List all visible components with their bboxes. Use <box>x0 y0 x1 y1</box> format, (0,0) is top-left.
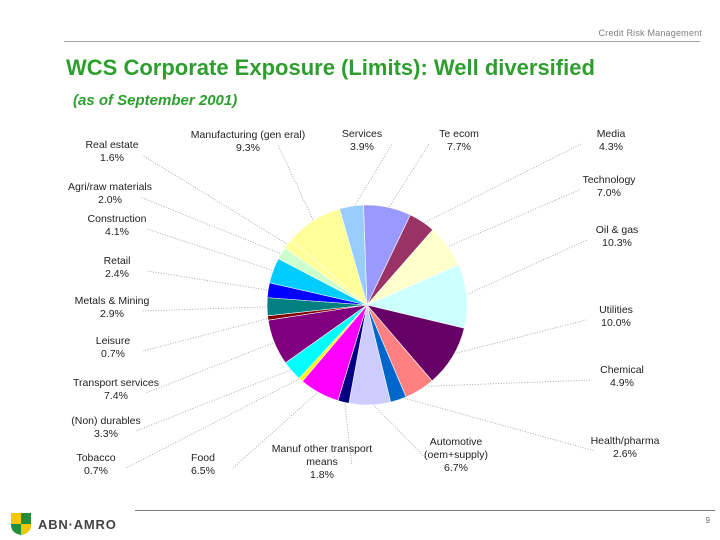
slice-name-line: Automotive <box>430 436 483 448</box>
slice-label-automotive-oem-supply: Automotive (oem+supply) 6.7% <box>424 436 488 474</box>
shield-icon <box>11 513 31 535</box>
slice-label-non-durables: (Non) durables 3.3% <box>71 415 140 440</box>
leader-line-leisure <box>142 317 272 352</box>
slice-label-oil-gas: Oil & gas 10.3% <box>596 224 639 249</box>
slice-label-food: Food 6.5% <box>191 452 215 477</box>
leader-line-tobacco <box>125 376 304 469</box>
leader-line-chemical <box>417 379 593 387</box>
slice-label-manuf-other-transport-means: Manuf other transport means 1.8% <box>272 443 372 481</box>
slice-percent: 2.4% <box>105 268 129 280</box>
slice-percent: 7.7% <box>447 141 471 153</box>
slice-label-health-pharma: Health/pharma 2.6% <box>591 435 660 460</box>
slice-percent: 6.5% <box>191 465 215 477</box>
slice-percent: 2.0% <box>98 194 122 206</box>
leader-line-media <box>419 143 582 226</box>
leader-line-agri-raw-materials <box>139 196 286 256</box>
company-logo: ABN·AMRO <box>10 512 140 536</box>
slice-percent: 10.0% <box>601 317 631 329</box>
slice-percent: 4.1% <box>105 226 129 238</box>
slice-name-line: Health/pharma <box>591 435 660 447</box>
leader-line-transport-services <box>145 340 279 394</box>
slice-percent: 4.3% <box>599 141 623 153</box>
leader-line-technology <box>444 189 580 249</box>
header-rule <box>64 41 700 42</box>
slice-percent: 1.8% <box>310 469 334 481</box>
leader-line-health-pharma <box>397 395 596 452</box>
slice-name-line: Chemical <box>600 364 644 376</box>
slice-name-line: (Non) durables <box>71 415 140 427</box>
slice-percent: 9.3% <box>236 142 260 154</box>
leader-line-manufacturing-general <box>277 144 316 225</box>
slice-name-line: Agri/raw materials <box>68 181 152 193</box>
slice-name-line: Metals & Mining <box>75 295 150 307</box>
slice-name-line: Food <box>191 452 215 464</box>
page-number: 9 <box>705 516 710 525</box>
leader-line-non-durables <box>135 367 295 432</box>
slice-label-media: Media 4.3% <box>597 128 626 153</box>
slice-name-line: Retail <box>104 255 131 267</box>
slice-label-real-estate: Real estate 1.6% <box>85 139 138 164</box>
slice-percent: 3.9% <box>350 141 374 153</box>
slice-label-metals-mining: Metals & Mining 2.9% <box>75 295 150 320</box>
logo-text: ABN·AMRO <box>38 516 117 532</box>
slice-percent: 7.4% <box>104 390 128 402</box>
slice-label-technology: Technology 7.0% <box>582 174 636 199</box>
slice-label-tobacco: Tobacco 0.7% <box>76 452 115 477</box>
slice-label-retail: Retail 2.4% <box>104 255 131 280</box>
footer-rule <box>135 510 715 511</box>
page-title: WCS Corporate Exposure (Limits): Well di… <box>66 55 595 80</box>
slice-label-transport-services: Transport services 7.4% <box>73 377 159 402</box>
slice-percent: 2.9% <box>100 308 124 320</box>
slice-percent: 0.7% <box>101 348 125 360</box>
slice-name-line: Technology <box>582 174 636 186</box>
slice-percent: 1.6% <box>100 152 124 164</box>
slice-name-line: Services <box>342 128 382 140</box>
leader-lines <box>125 143 596 469</box>
leader-line-real-estate <box>141 154 292 247</box>
leader-line-telecom <box>386 143 430 212</box>
slice-percent: 10.3% <box>602 237 632 249</box>
slice-name-line: Tobacco <box>76 452 115 464</box>
leader-line-services <box>351 143 393 211</box>
slice-label-manufacturing-general: Manufacturing (gen eral) 9.3% <box>191 129 305 154</box>
slice-labels: Services 3.9% Te ecom 7.7% Media 4.3% Technolo… <box>68 128 660 481</box>
slice-name-line: Manuf other transport <box>272 443 372 455</box>
slice-name-line: Utilities <box>599 304 633 316</box>
slice-name-line: Leisure <box>96 335 131 347</box>
slice-name-line: means <box>306 456 338 468</box>
slice-name-line: Media <box>597 128 626 140</box>
slice-name-line: Real estate <box>85 139 138 151</box>
leader-line-metals-mining <box>141 306 272 312</box>
slice-percent: 3.3% <box>94 428 118 440</box>
leader-line-oil-gas <box>462 239 588 297</box>
slice-name-line: Te ecom <box>439 128 479 140</box>
slice-name-line: Construction <box>88 213 147 225</box>
slice-percent: 2.6% <box>613 448 637 460</box>
leader-line-automotive-oem-supply <box>369 400 427 459</box>
slice-label-services: Services 3.9% <box>342 128 382 153</box>
leader-line-retail <box>146 270 273 292</box>
slice-label-utilities: Utilities 10.0% <box>599 304 633 329</box>
slice-name-line: Transport services <box>73 377 159 389</box>
slice-label-agri-raw-materials: Agri/raw materials 2.0% <box>68 181 152 206</box>
page-subtitle: (as of September 2001) <box>73 92 238 109</box>
slice-label-leisure: Leisure 0.7% <box>96 335 131 360</box>
slice-name-line: Oil & gas <box>596 224 639 236</box>
slice-name-line: (oem+supply) <box>424 449 488 461</box>
slice-label-chemical: Chemical 4.9% <box>600 364 644 389</box>
slice-percent: 6.7% <box>444 462 468 474</box>
pie-slice-manufacturing-general <box>290 208 368 306</box>
slice-percent: 7.0% <box>597 187 621 199</box>
leader-line-manuf-other-transport-means <box>343 398 353 466</box>
slice-label-telecom: Te ecom 7.7% <box>439 128 479 153</box>
slice-percent: 0.7% <box>84 465 108 477</box>
pie-slices <box>266 204 468 406</box>
slice-percent: 4.9% <box>610 377 634 389</box>
leader-line-construction <box>146 228 278 273</box>
slice-label-construction: Construction 4.1% <box>88 213 147 238</box>
slice-name-line: Manufacturing (gen eral) <box>191 129 305 141</box>
leader-line-utilities <box>448 319 587 356</box>
header-label: Credit Risk Management <box>598 28 702 38</box>
